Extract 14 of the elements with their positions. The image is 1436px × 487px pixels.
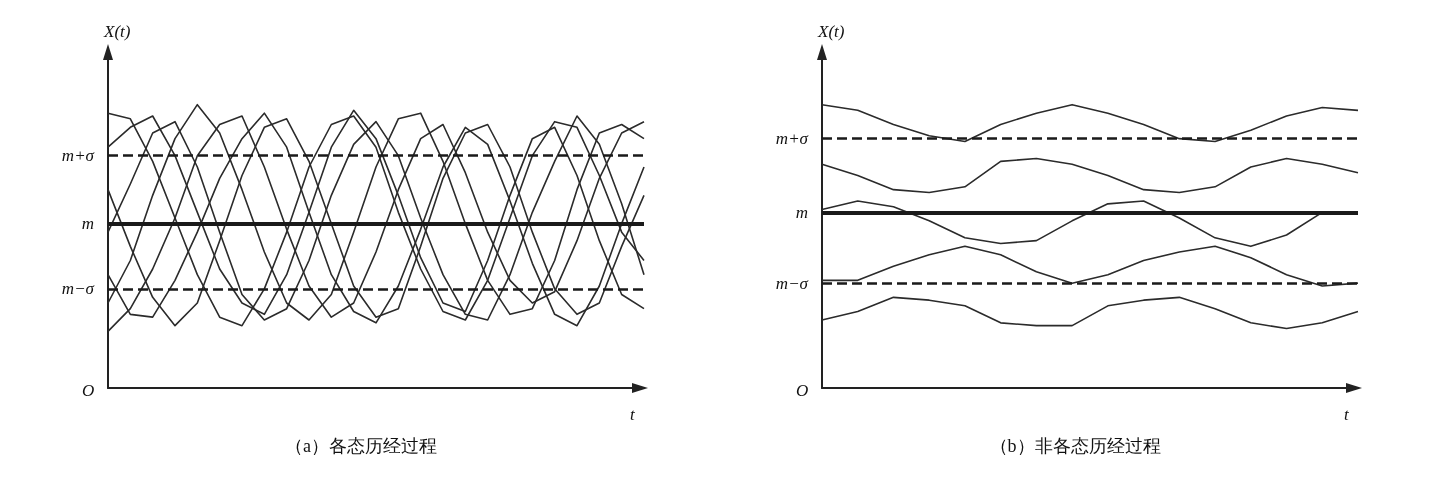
- ref-line-label: m: [795, 202, 808, 222]
- ref-line-label: m−σ: [775, 273, 809, 293]
- x-axis-title: t: [630, 405, 636, 424]
- ref-line-label: m−σ: [61, 279, 95, 299]
- text: （b）非各态历经过程: [989, 436, 1161, 456]
- y-axis-title: X(t): [817, 22, 845, 41]
- text: O: [82, 381, 95, 400]
- y-axis-title: X(t): [103, 22, 131, 41]
- text: （a）各态历经过程: [285, 436, 437, 456]
- x-axis-title: t: [1344, 405, 1350, 424]
- ref-line-label: m+σ: [775, 129, 809, 149]
- ref-line-label: m+σ: [61, 146, 95, 166]
- text: O: [796, 381, 809, 400]
- ref-line-label: m: [81, 214, 94, 234]
